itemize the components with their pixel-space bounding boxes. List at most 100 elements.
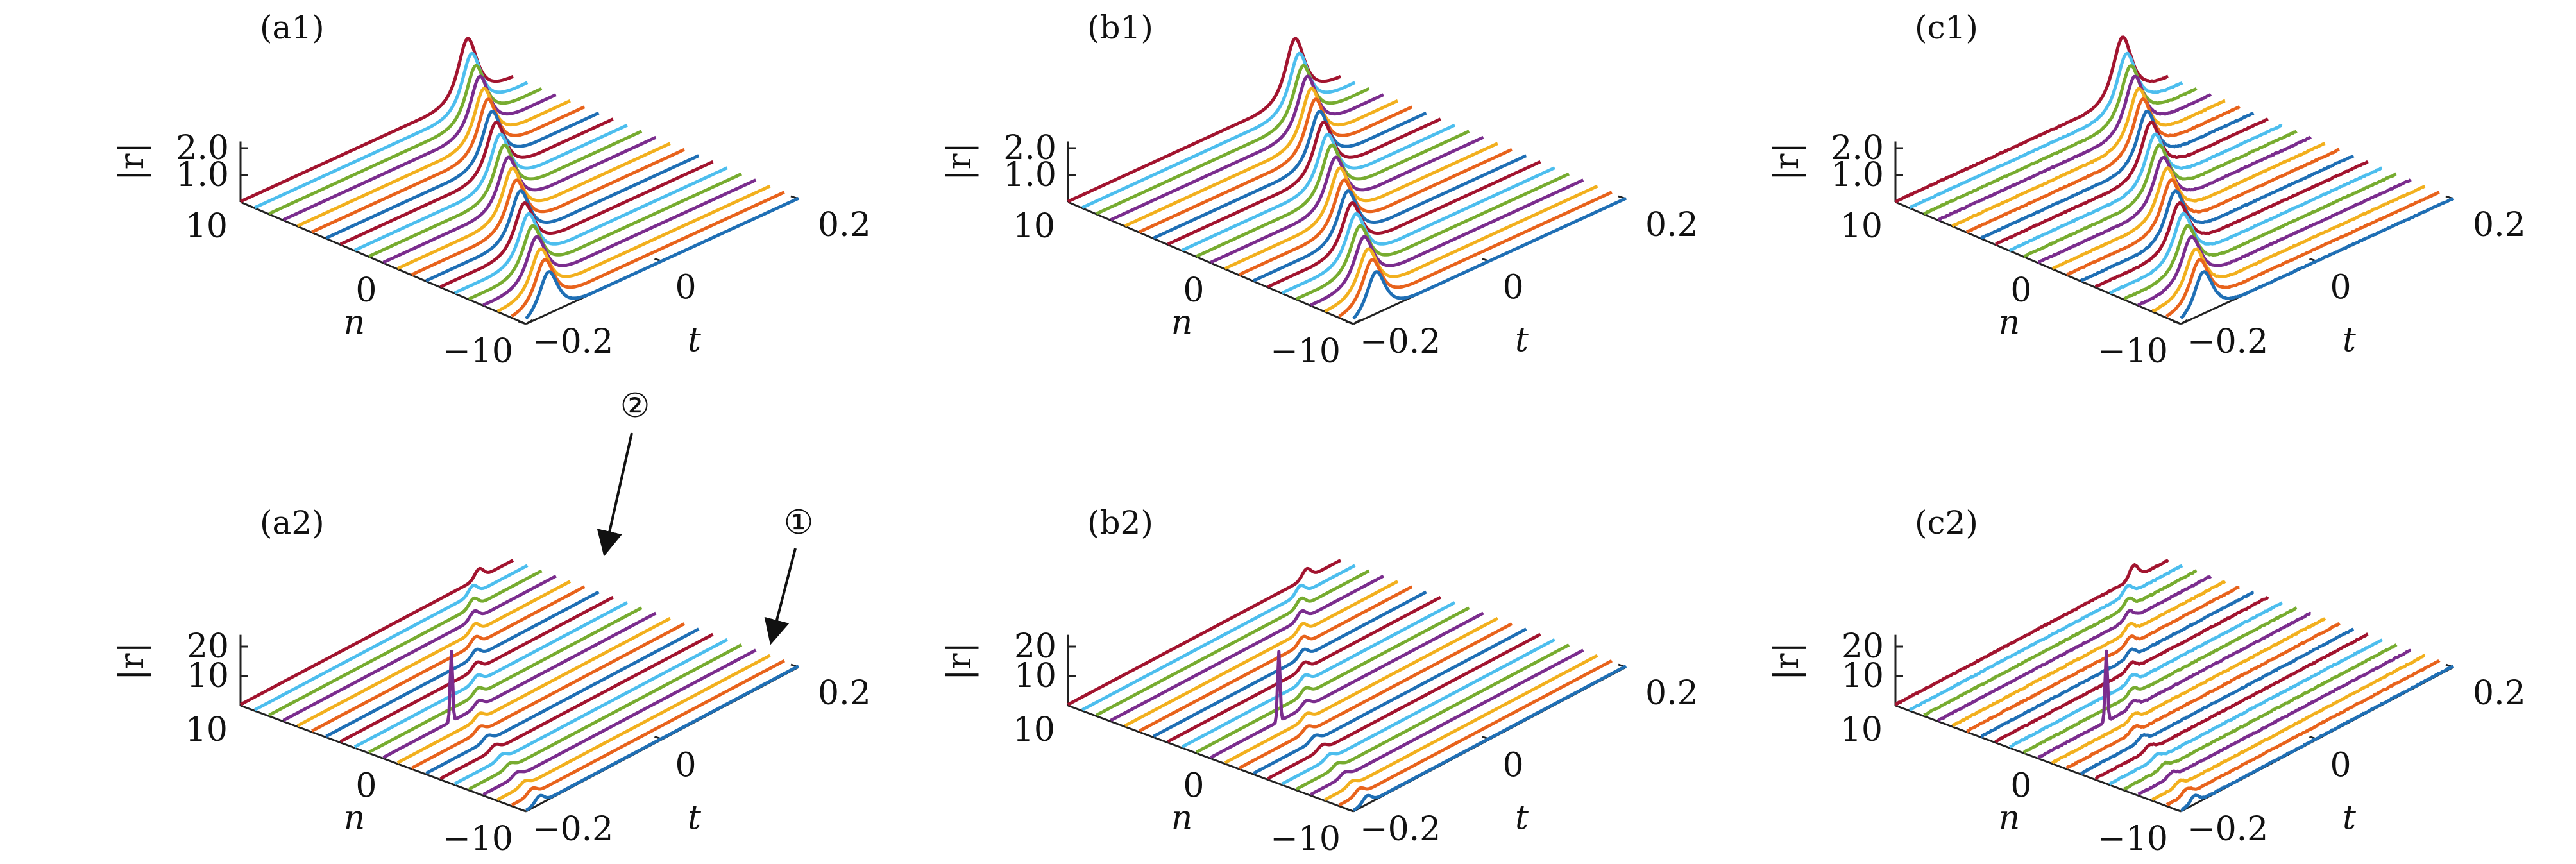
- series-line-n-10: [525, 196, 799, 320]
- series-line-n-2: [411, 148, 685, 276]
- series-line-n4: [1153, 590, 1427, 738]
- t-tick-label: 0.2: [1645, 206, 1699, 244]
- series-line-n-7: [2137, 178, 2412, 307]
- series-line-n8: [268, 569, 543, 717]
- series-line-n-1: [1224, 142, 1498, 270]
- series-line-n-7: [1310, 178, 1584, 307]
- annotation-2-label: ②: [620, 387, 650, 425]
- t-axis-label: t: [688, 321, 701, 360]
- series-line-n5: [311, 585, 586, 733]
- series-line-n6: [1124, 580, 1399, 727]
- series-line-n3: [339, 117, 614, 246]
- series-line-n-4: [439, 160, 714, 289]
- panel-a1: 1.02.0 |r| 10 0 −10 n −0.2 0 0.2 t (a1): [113, 9, 871, 371]
- z-tick-label: 10: [187, 657, 229, 695]
- series-line-n4: [325, 590, 600, 738]
- series-line-n6: [1951, 87, 2226, 228]
- n-tick-label: 10: [1840, 207, 1883, 246]
- series-line-n0: [1210, 611, 1484, 759]
- t-tick: [2173, 808, 2182, 813]
- annotation-2-arrow: [597, 432, 633, 557]
- series-group: [1067, 37, 1627, 320]
- series-line-n-5: [453, 166, 728, 294]
- series-line-n7: [1110, 574, 1385, 722]
- z-tick-label: 2.0: [1831, 129, 1884, 167]
- series-line-n-6: [468, 643, 743, 791]
- n-tick-label: 0: [355, 767, 377, 806]
- panel-label: (b2): [1087, 504, 1153, 541]
- n-tick-label: 10: [1013, 207, 1055, 246]
- series-line-n-8: [2151, 185, 2426, 313]
- series-line-n-5: [453, 638, 729, 786]
- z-axis-label: |r|: [1768, 142, 1806, 181]
- series-line-n8: [268, 64, 543, 216]
- series-line-n10: [1067, 37, 1341, 203]
- series-line-n1: [2022, 606, 2298, 754]
- series-line-n-4: [2094, 160, 2369, 288]
- t-tick-label: 0.2: [818, 674, 871, 713]
- series-line-n-4: [439, 632, 714, 781]
- series-line-n8: [1923, 64, 2198, 216]
- series-line-n-6: [468, 172, 742, 301]
- t-tick-label: −0.2: [2187, 810, 2268, 849]
- series-line-n4: [1153, 110, 1427, 240]
- series-line-n-3: [425, 627, 700, 775]
- series-line-n3: [1167, 117, 1441, 246]
- series-line-n-8: [496, 654, 771, 802]
- t-tick-label: 0.2: [818, 206, 871, 244]
- t-axis-label: t: [2343, 321, 2356, 360]
- series-line-n3: [1994, 595, 2269, 743]
- n-tick: [525, 319, 533, 325]
- n-tick-label: −10: [1270, 820, 1341, 858]
- series-line-n-5: [1281, 166, 1555, 294]
- series-line-n-5: [1281, 638, 1556, 786]
- n-tick-label: 10: [1840, 711, 1883, 749]
- series-line-n-9: [2165, 659, 2441, 806]
- series-line-n0: [382, 611, 657, 759]
- axes: 1.02.0 |r| 10 0 −10 n −0.2 0 0.2 t: [940, 129, 1699, 371]
- z-axis-label: |r|: [940, 642, 979, 681]
- n-axis-label: n: [344, 303, 366, 342]
- series-line-n-4: [1267, 160, 1541, 289]
- t-tick-label: 0: [2330, 269, 2351, 307]
- series-line-n5: [311, 97, 586, 233]
- series-line-n-10: [525, 665, 800, 812]
- series-line-n3: [1167, 595, 1442, 743]
- n-axis-label: n: [1171, 303, 1193, 342]
- series-line-n6: [296, 580, 572, 727]
- panel-b1: 1.02.0 |r| 10 0 −10 n −0.2 0 0.2 t (b1): [940, 9, 1699, 371]
- series-line-n-4: [1267, 632, 1541, 781]
- series-line-n1: [368, 130, 643, 258]
- z-axis-label: |r|: [113, 142, 151, 181]
- n-tick-label: 10: [185, 711, 228, 749]
- series-line-n-6: [2123, 172, 2397, 301]
- series-line-n4: [1979, 110, 2255, 240]
- series-line-n-6: [1295, 643, 1570, 791]
- series-line-n2: [2008, 124, 2283, 252]
- t-tick-label: 0.2: [2473, 206, 2526, 244]
- series-line-n-8: [496, 184, 771, 313]
- series-line-n-3: [425, 154, 700, 282]
- series-line-n2: [353, 123, 628, 252]
- series-line-n-10: [2180, 665, 2455, 812]
- series-line-n6: [296, 87, 571, 228]
- t-tick-label: 0: [675, 747, 697, 785]
- series-line-n-1: [396, 142, 671, 270]
- z-tick-label: 1.0: [176, 156, 229, 194]
- series-group: [239, 559, 800, 812]
- n-tick-label: 0: [1183, 767, 1204, 806]
- series-line-n-1: [2051, 617, 2326, 765]
- series-line-n7: [1937, 74, 2212, 221]
- series-line-n10: [1894, 35, 2169, 203]
- n-tick-label: −10: [443, 820, 513, 858]
- series-line-n-2: [411, 622, 686, 770]
- series-group: [239, 37, 799, 320]
- t-tick: [518, 808, 527, 813]
- n-tick-label: −10: [2097, 332, 2168, 371]
- t-axis-label: t: [1515, 321, 1529, 360]
- series-line-n-7: [482, 178, 757, 307]
- n-tick-label: 0: [2010, 271, 2031, 310]
- n-axis-label: n: [344, 799, 366, 838]
